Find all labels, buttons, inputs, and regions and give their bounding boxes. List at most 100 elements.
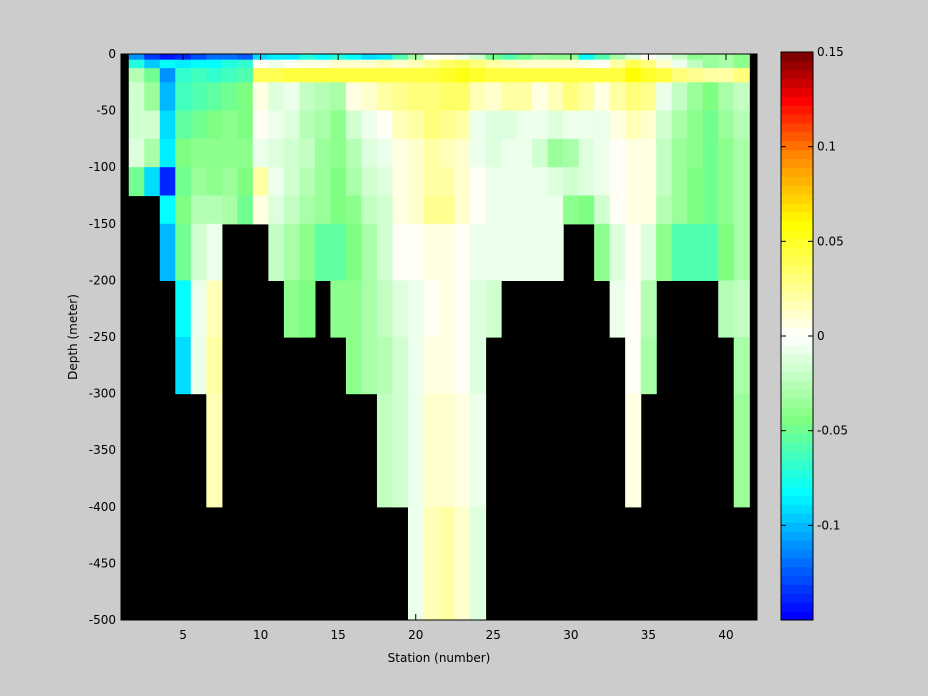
heatmap-cell: [345, 110, 363, 140]
heatmap-cell: [175, 337, 192, 395]
heatmap-cell: [733, 82, 750, 112]
heatmap-cell: [407, 59, 425, 69]
heatmap-cell: [563, 82, 580, 112]
heatmap-cell: [299, 59, 316, 69]
heatmap-cell: [640, 59, 657, 69]
heatmap-cell: [237, 54, 254, 61]
heatmap-cell: [439, 82, 456, 112]
colorbar-swatch: [781, 176, 813, 186]
heatmap-cell: [702, 82, 719, 112]
heatmap-cell: [175, 82, 192, 112]
colorbar-swatch: [781, 194, 813, 204]
heatmap-cell: [594, 82, 611, 112]
heatmap-cell: [314, 138, 332, 168]
heatmap-cell: [671, 167, 688, 197]
heatmap-cell: [687, 68, 704, 83]
heatmap-cell: [470, 393, 487, 508]
heatmap-cell: [563, 167, 580, 197]
heatmap-cell: [299, 110, 316, 140]
colorbar-swatch: [781, 167, 813, 177]
heatmap-cell: [376, 167, 394, 197]
heatmap-cell: [501, 167, 518, 197]
heatmap-cell: [190, 54, 207, 61]
heatmap-cell: [733, 280, 750, 338]
heatmap-cell: [485, 223, 502, 281]
colorbar-swatch: [781, 433, 813, 444]
heatmap-cell: [640, 280, 657, 338]
heatmap-cell: [578, 138, 595, 168]
heatmap-cell: [423, 195, 440, 225]
heatmap-cell: [361, 195, 378, 225]
heatmap-cell: [268, 54, 285, 61]
heatmap-cell: [439, 110, 456, 140]
heatmap-cell: [485, 68, 502, 83]
colorbar-swatch: [781, 407, 813, 417]
colorbar-swatch: [781, 602, 813, 612]
heatmap-cell: [625, 223, 642, 281]
heatmap-cell: [702, 167, 719, 197]
colorbar-swatch: [781, 211, 813, 222]
heatmap-cell: [718, 68, 735, 83]
heatmap-cell: [594, 110, 611, 140]
y-tick-label: -250: [89, 330, 116, 344]
y-tick-label: -150: [89, 217, 116, 231]
heatmap-cell: [501, 82, 518, 112]
heatmap-cell: [733, 393, 750, 508]
heatmap-cell: [159, 59, 176, 69]
heatmap-cell: [314, 195, 332, 225]
heatmap-cell: [206, 138, 223, 168]
heatmap-cell: [501, 59, 518, 69]
heatmap-cell: [392, 337, 409, 395]
heatmap-cell: [625, 138, 642, 168]
heatmap-cells: [121, 54, 757, 621]
colorbar-swatch: [781, 131, 813, 142]
heatmap-cell: [439, 337, 456, 395]
heatmap-cell: [470, 167, 487, 197]
heatmap-cell: [671, 82, 688, 112]
heatmap-cell: [516, 138, 533, 168]
heatmap-cell: [252, 195, 269, 225]
colorbar-swatch: [781, 549, 813, 559]
heatmap-cell: [345, 82, 363, 112]
heatmap-cell: [625, 167, 642, 197]
heatmap-cell: [718, 59, 735, 69]
heatmap-cell: [392, 393, 409, 508]
heatmap-cell: [175, 167, 192, 197]
heatmap-cell: [407, 223, 425, 281]
heatmap-cell: [640, 138, 657, 168]
heatmap-cell: [656, 68, 673, 83]
heatmap-cell: [190, 68, 207, 83]
colorbar-swatch: [781, 300, 813, 310]
heatmap-cell: [144, 138, 161, 168]
colorbar-swatch: [781, 611, 813, 621]
heatmap-cell: [221, 110, 238, 140]
heatmap-cell: [578, 54, 595, 61]
heatmap-cell: [516, 223, 533, 281]
heatmap-cell: [330, 59, 347, 69]
heatmap-cell: [454, 110, 471, 140]
heatmap-cell: [423, 54, 440, 61]
heatmap-cell: [687, 138, 704, 168]
heatmap-cell: [439, 393, 456, 508]
heatmap-cell: [501, 110, 518, 140]
heatmap-cell: [159, 54, 176, 61]
heatmap-cell: [237, 195, 254, 225]
colorbar-swatch: [781, 256, 813, 266]
y-tick-label: -500: [89, 613, 116, 627]
heatmap-cell: [299, 138, 316, 168]
colorbar-swatch: [781, 140, 813, 151]
heatmap-cell: [687, 59, 704, 69]
heatmap-cell: [221, 54, 238, 61]
heatmap-cell: [671, 68, 688, 83]
heatmap-cell: [128, 54, 145, 61]
heatmap-cell: [128, 110, 145, 140]
heatmap-cell: [563, 59, 580, 69]
heatmap-cell: [423, 167, 440, 197]
heatmap-cell: [345, 337, 363, 395]
heatmap-cell: [159, 195, 176, 225]
heatmap-cell: [470, 110, 487, 140]
x-axis: 5 10 15 20 25 30 35 40: [179, 54, 734, 642]
y-tick-label: -100: [89, 160, 116, 174]
heatmap-cell: [547, 82, 564, 112]
heatmap-cell: [376, 82, 394, 112]
